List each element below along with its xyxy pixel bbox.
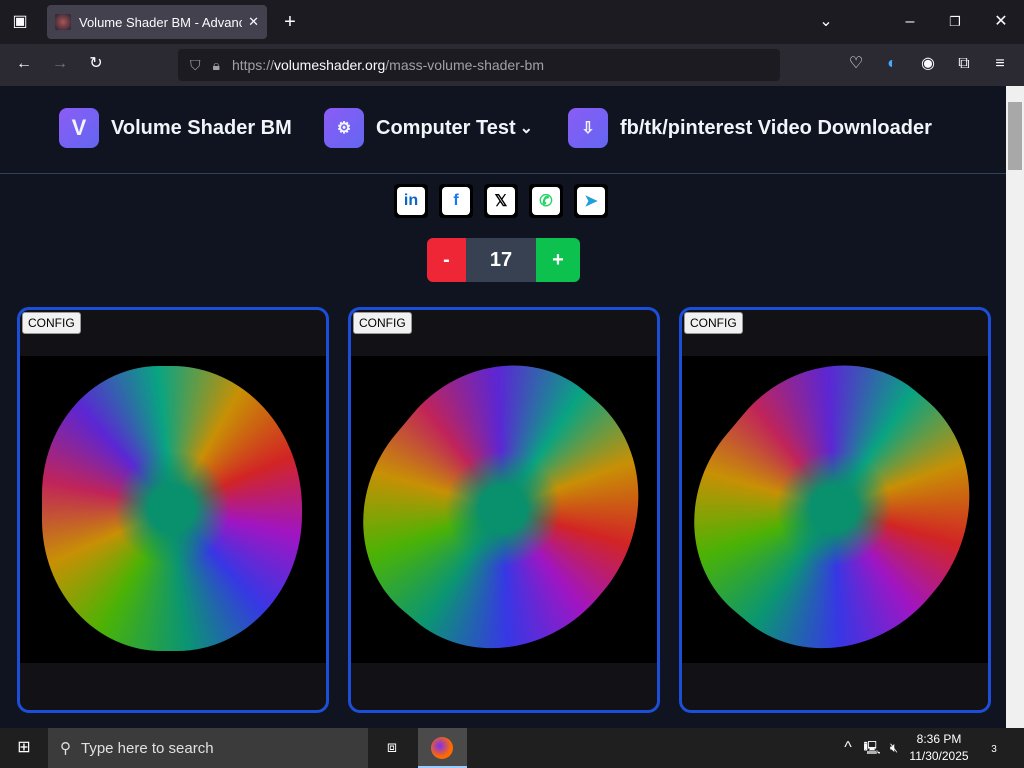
share-x-button[interactable]: 𝕏 <box>484 184 518 218</box>
nav-label: fb/tk/pinterest Video Downloader <box>620 116 932 139</box>
date: 11/30/2025 <box>909 749 969 763</box>
tab-title: Volume Shader BM - Advanced <box>79 14 243 30</box>
v-logo-icon: V <box>59 108 99 148</box>
search-icon: ⚲ <box>60 740 71 757</box>
config-button[interactable]: CONFIG <box>22 312 81 334</box>
new-tab-icon[interactable]: + <box>284 11 296 33</box>
favicon-icon <box>55 14 71 30</box>
close-window-icon[interactable]: ✕ <box>994 13 1008 30</box>
windows-start-icon[interactable]: ⊞ <box>17 739 31 756</box>
extension-icon[interactable]: ◐ <box>887 55 897 72</box>
shader-canvas[interactable] <box>682 315 988 702</box>
cpu-icon: ⚙ <box>324 108 364 148</box>
restore-icon[interactable]: ❐ <box>949 14 961 29</box>
download-file-icon: ⇩ <box>568 108 608 148</box>
forward-icon[interactable]: → <box>52 55 68 72</box>
url-domain: volumeshader.org <box>273 57 386 73</box>
shader-canvas[interactable] <box>20 356 326 663</box>
firefox-icon <box>431 737 453 759</box>
header-divider <box>0 173 1006 174</box>
search-placeholder: Type here to search <box>81 739 214 757</box>
url-path: /mass-volume-shader-bm <box>385 57 544 73</box>
pocket-icon[interactable]: ♡ <box>848 55 864 72</box>
minimize-icon[interactable]: – <box>905 13 915 30</box>
clock[interactable]: 8:36 PM 11/30/2025 <box>904 731 974 765</box>
task-view-icon[interactable]: ⧈ <box>386 739 398 756</box>
social-share-bar: in f 𝕏 ✆ ➤ <box>394 184 608 218</box>
shader-canvas[interactable] <box>351 315 657 702</box>
telegram-icon: ➤ <box>577 187 605 215</box>
tab-overview-icon[interactable]: ▣ <box>12 13 28 30</box>
menu-icon[interactable]: ≡ <box>995 55 1005 72</box>
shield-icon[interactable]: ⛉ <box>190 56 201 73</box>
config-button[interactable]: CONFIG <box>684 312 743 334</box>
whatsapp-icon: ✆ <box>532 187 560 215</box>
nav-video-downloader[interactable]: ⇩ fb/tk/pinterest Video Downloader <box>568 108 932 148</box>
decrement-button[interactable]: - <box>427 238 466 282</box>
nav-label: Volume Shader BM <box>111 116 292 139</box>
scrollbar-thumb[interactable] <box>1008 102 1022 170</box>
increment-button[interactable]: + <box>536 238 580 282</box>
web-page: V Volume Shader BM ⚙ Computer Test ⌄ ⇩ f… <box>0 86 1006 728</box>
facebook-icon: f <box>442 187 470 215</box>
tray-chevron-up-icon[interactable]: ^ <box>844 739 852 756</box>
chevron-down-icon: ⌄ <box>519 120 534 137</box>
tab-active[interactable]: Volume Shader BM - Advanced ✕ <box>47 5 267 39</box>
count-stepper: - 17 + <box>427 238 580 282</box>
share-whatsapp-button[interactable]: ✆ <box>529 184 563 218</box>
account-icon[interactable]: ◉ <box>921 55 935 72</box>
fractal-render <box>351 315 657 702</box>
x-icon: 𝕏 <box>487 187 515 215</box>
taskbar-firefox[interactable] <box>418 728 467 768</box>
volume-muted-icon[interactable]: 🔇︎ <box>889 740 899 755</box>
network-icon[interactable]: 🖳 <box>863 740 881 755</box>
share-linkedin-button[interactable]: in <box>394 184 428 218</box>
taskbar-search[interactable]: ⚲ Type here to search <box>48 728 368 768</box>
close-tab-icon[interactable]: ✕ <box>248 14 259 29</box>
extensions-puzzle-icon[interactable]: ⧉ <box>958 55 970 72</box>
time: 8:36 PM <box>916 732 962 746</box>
nav-computer-test[interactable]: ⚙ Computer Test ⌄ <box>324 108 533 148</box>
shader-card: CONFIG <box>348 307 660 713</box>
scrollbar[interactable] <box>1006 86 1024 728</box>
config-button[interactable]: CONFIG <box>353 312 412 334</box>
shader-card: CONFIG <box>17 307 329 713</box>
list-tabs-chevron-icon[interactable]: ⌄ <box>819 13 833 30</box>
nav-volume-shader[interactable]: V Volume Shader BM <box>59 108 292 148</box>
tab-bar: ▣ Volume Shader BM - Advanced ✕ + ⌄ – ❐ … <box>0 0 1024 44</box>
notifications-icon[interactable]: 3 <box>991 744 997 755</box>
url-prefix: https:// <box>231 57 274 73</box>
back-icon[interactable]: ← <box>16 55 32 72</box>
share-facebook-button[interactable]: f <box>439 184 473 218</box>
reload-icon[interactable]: ↻ <box>89 55 103 72</box>
fractal-render <box>682 315 988 702</box>
nav-label: Computer Test <box>376 116 516 139</box>
shader-card: CONFIG <box>679 307 991 713</box>
linkedin-icon: in <box>397 187 425 215</box>
count-value: 17 <box>466 238 536 282</box>
fractal-render <box>42 366 302 651</box>
lock-icon[interactable]: 🔒︎ <box>212 56 220 73</box>
share-telegram-button[interactable]: ➤ <box>574 184 608 218</box>
url-bar[interactable]: ⛉ 🔒︎ https://volumeshader.org/mass-volum… <box>178 49 780 81</box>
